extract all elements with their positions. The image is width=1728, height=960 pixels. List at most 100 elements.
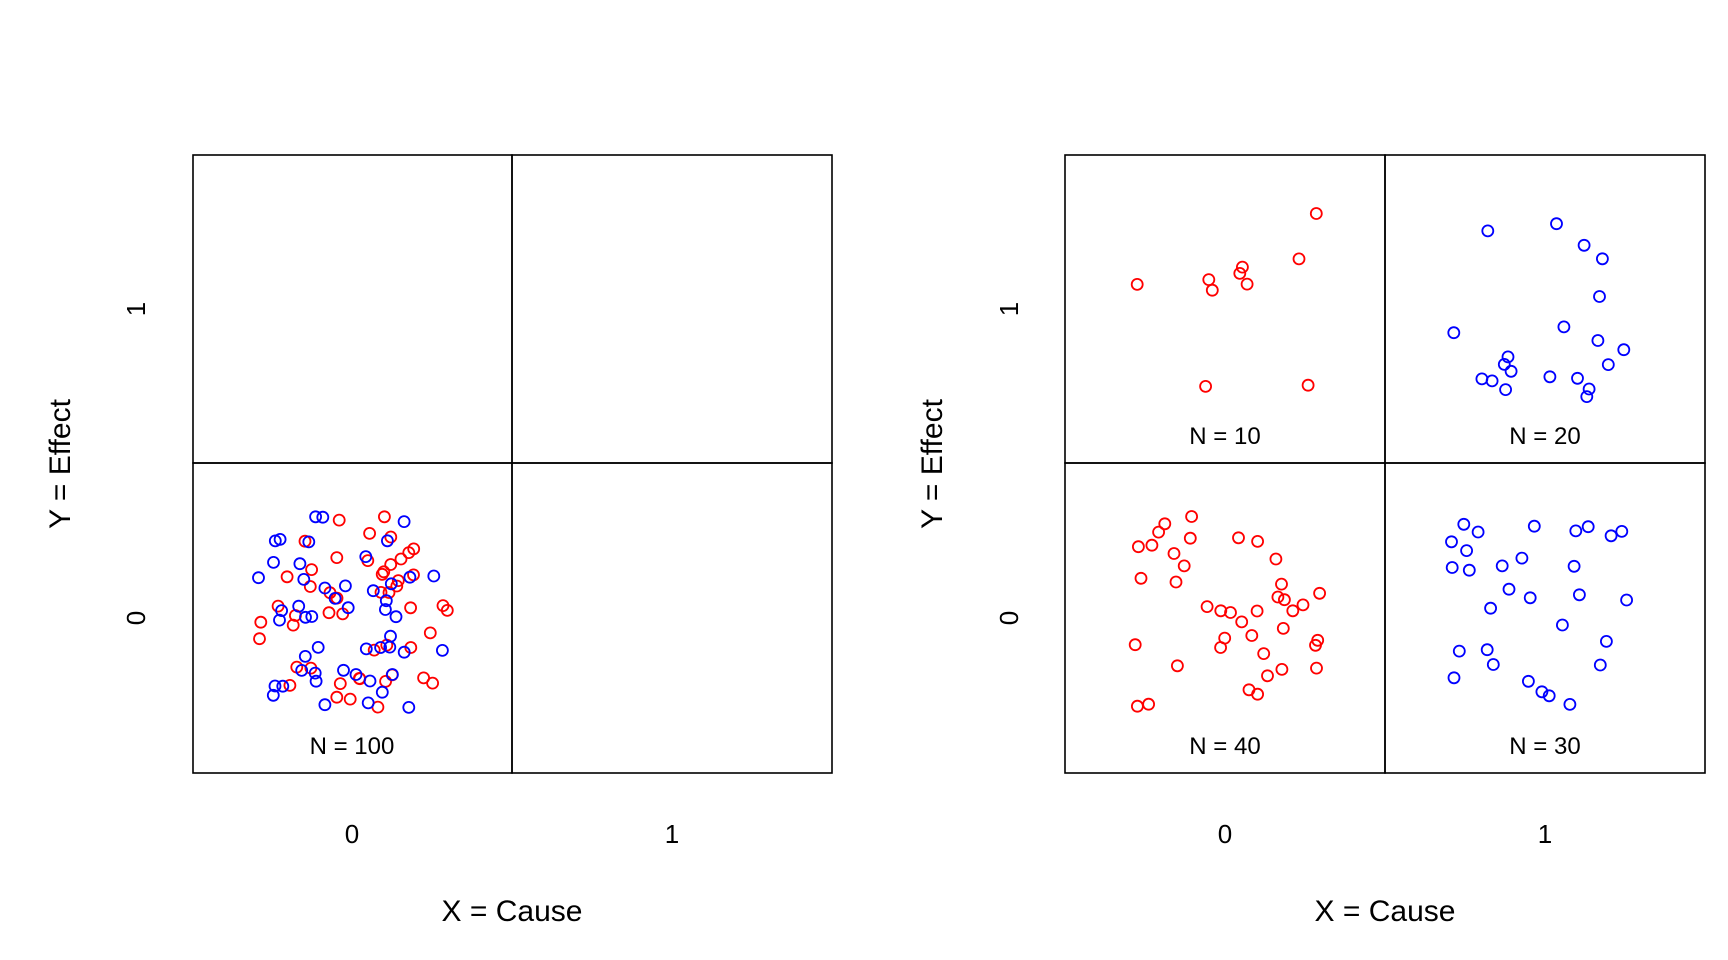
blue-point xyxy=(1484,601,1497,615)
blue-point xyxy=(1501,350,1515,364)
blue-point xyxy=(268,679,282,693)
red-point xyxy=(440,604,454,617)
left-x-axis-title: X = Cause xyxy=(442,895,583,928)
blue-point xyxy=(359,642,373,656)
red-point xyxy=(1142,697,1155,711)
blue-point xyxy=(1485,374,1499,388)
blue-point xyxy=(1615,525,1629,538)
blue-point xyxy=(1593,290,1606,303)
right-x-tick-1: 1 xyxy=(1538,819,1552,849)
blue-point xyxy=(379,594,393,608)
blue-point xyxy=(1471,525,1485,539)
blue-point xyxy=(1515,551,1529,565)
blue-point xyxy=(1499,383,1512,397)
blue-point xyxy=(1601,358,1615,372)
blue-point xyxy=(1569,524,1583,538)
blue-point xyxy=(292,599,306,613)
red-point xyxy=(1311,633,1325,647)
right-y-tick-1: 1 xyxy=(994,302,1024,316)
red-point xyxy=(1310,661,1323,675)
right-count-x0-y1: N = 10 xyxy=(1189,423,1260,450)
blue-point xyxy=(1600,635,1613,648)
red-point xyxy=(384,558,398,571)
blue-point xyxy=(309,510,323,524)
left-x-tick-1: 1 xyxy=(665,819,679,849)
blue-point xyxy=(1596,252,1609,266)
blue-point xyxy=(299,610,312,624)
red-point xyxy=(283,679,297,692)
blue-point xyxy=(1542,689,1556,703)
blue-point xyxy=(1557,320,1571,334)
blue-point xyxy=(1481,224,1495,238)
blue-point xyxy=(1581,520,1595,534)
red-point xyxy=(1275,577,1288,591)
blue-point xyxy=(435,644,449,657)
blue-point xyxy=(1580,390,1594,404)
right-y-axis-title: Y = Effect xyxy=(916,398,949,528)
blue-point xyxy=(1480,643,1494,657)
red-point xyxy=(330,690,344,704)
blue-point xyxy=(374,641,388,654)
blue-point xyxy=(308,666,322,680)
red-point xyxy=(1313,586,1326,600)
red-point xyxy=(1278,593,1291,607)
red-point xyxy=(1171,659,1184,673)
blue-point xyxy=(297,573,311,586)
red-point xyxy=(1233,266,1247,280)
red-point xyxy=(379,675,393,688)
red-point xyxy=(423,626,437,640)
blue-point xyxy=(273,533,287,546)
red-point xyxy=(1292,252,1306,266)
blue-point xyxy=(1523,591,1537,605)
blue-point xyxy=(1617,343,1631,357)
red-point xyxy=(363,527,377,540)
blue-point xyxy=(267,556,280,569)
blue-point xyxy=(318,581,332,595)
blue-point xyxy=(378,603,392,616)
blue-point xyxy=(359,550,373,563)
blue-point xyxy=(349,668,363,681)
red-point xyxy=(1185,510,1198,523)
right-cell-x1-y0 xyxy=(1384,462,1706,774)
blue-point xyxy=(1527,519,1541,533)
right-count-x0-y0: N = 40 xyxy=(1189,733,1260,760)
red-point xyxy=(286,618,300,632)
blue-point xyxy=(375,685,389,699)
blue-point xyxy=(384,577,398,591)
blue-point xyxy=(1571,371,1584,385)
blue-point xyxy=(397,645,411,659)
blue-point xyxy=(361,696,375,710)
blue-point xyxy=(295,664,309,677)
blue-point xyxy=(1604,529,1618,543)
red-point xyxy=(1251,687,1264,701)
blue-point xyxy=(1620,593,1633,607)
red-point xyxy=(1232,531,1245,545)
blue-point xyxy=(309,674,323,688)
blue-point xyxy=(311,641,325,654)
red-point xyxy=(1257,647,1271,660)
red-point xyxy=(1132,540,1145,554)
red-point xyxy=(1169,575,1183,589)
red-point xyxy=(1128,638,1142,652)
blue-point xyxy=(1452,644,1466,658)
blue-point xyxy=(380,534,394,548)
blue-point xyxy=(328,592,342,605)
left-points-layer xyxy=(252,510,454,714)
blue-point xyxy=(1535,685,1549,699)
red-point xyxy=(391,574,405,587)
blue-point xyxy=(1495,559,1509,573)
red-point xyxy=(1130,277,1144,291)
blue-point xyxy=(1591,334,1605,347)
red-point xyxy=(1177,559,1191,573)
left-count-x0-y0: N = 100 xyxy=(310,733,395,760)
blue-point xyxy=(384,629,397,643)
blue-point xyxy=(366,584,380,598)
blue-point xyxy=(1593,658,1607,672)
blue-point xyxy=(363,674,377,688)
red-point xyxy=(1183,531,1197,545)
blue-point xyxy=(1462,563,1476,577)
red-point xyxy=(382,586,396,599)
blue-point xyxy=(298,650,312,663)
blue-point xyxy=(402,701,416,714)
